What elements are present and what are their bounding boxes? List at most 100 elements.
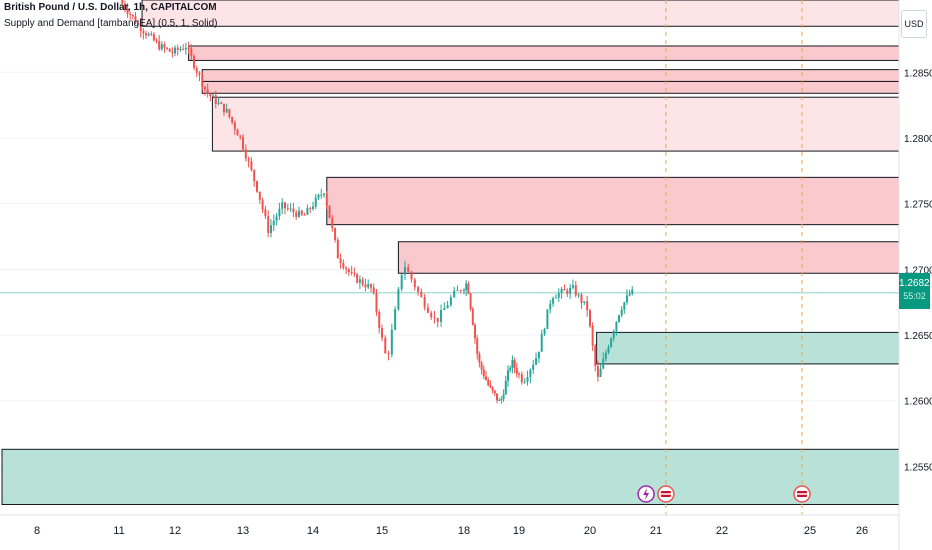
candle-body [489, 384, 492, 387]
supply-zone [326, 176, 900, 226]
x-tick-label: 19 [513, 525, 525, 537]
candle-body [350, 272, 353, 274]
candle-body [569, 287, 572, 294]
demand-zone [596, 331, 900, 365]
candle-body [239, 135, 242, 137]
candle-body [417, 287, 420, 292]
candle-body [314, 197, 317, 207]
candle-body [292, 208, 295, 213]
chart-title: British Pound / U.S. Dollar, 1h, CAPITAL… [4, 2, 217, 13]
candle-body [270, 225, 272, 233]
candle-body [145, 33, 148, 36]
candle-body [436, 317, 439, 322]
candle-body [400, 274, 403, 290]
candle-body [610, 338, 613, 347]
candle-body [126, 9, 129, 14]
candle-body [471, 308, 474, 325]
candle-body [543, 328, 546, 335]
candle-body [182, 48, 185, 50]
candle-body [158, 41, 161, 50]
candle-body [253, 169, 256, 182]
candle-body [552, 298, 555, 304]
x-tick-label: 12 [169, 525, 181, 537]
candle-body [228, 109, 231, 117]
candle-body [328, 205, 331, 219]
candle-body [474, 324, 476, 339]
candle-body [129, 13, 132, 15]
candle-body [236, 129, 239, 136]
candle-body [625, 295, 628, 303]
candle-body [407, 267, 410, 272]
candle-body [557, 292, 560, 298]
candle-body [312, 206, 314, 209]
candle-body [426, 307, 429, 313]
candle-body [139, 24, 142, 32]
candle-body [381, 328, 383, 338]
candle-body [554, 297, 557, 299]
candle-body [137, 23, 140, 25]
candle-body [504, 380, 507, 395]
candle-body [142, 31, 145, 34]
candle-body [430, 312, 433, 318]
candle-body [423, 296, 426, 308]
x-tick-label: 26 [856, 525, 868, 537]
candle-body [187, 47, 190, 49]
candle-body [361, 279, 364, 285]
candle-body [615, 321, 618, 332]
candle-body [599, 368, 602, 377]
candle-body [413, 279, 416, 288]
candle-body [233, 122, 236, 130]
candle-body [222, 103, 225, 113]
candle-body [463, 289, 465, 292]
candle-body [242, 136, 244, 150]
candle-body [155, 40, 158, 42]
candle-body [174, 47, 176, 54]
candle-body [284, 202, 286, 209]
x-tick-label: 22 [716, 525, 728, 537]
candle-body [325, 193, 328, 206]
last-price-tag: 1.26821 55:02 [899, 273, 932, 309]
lightning-glyph [643, 488, 650, 500]
candle-body [526, 377, 529, 382]
candle-body [176, 47, 179, 50]
candle-body [163, 44, 166, 48]
candle-body [244, 149, 247, 159]
candle-body [214, 95, 217, 104]
candle-body [209, 93, 212, 97]
demand-zone [1, 448, 900, 505]
candle-body [193, 56, 196, 69]
candle-body [203, 86, 206, 90]
candle-body [298, 210, 300, 217]
candle-body [160, 44, 163, 50]
supply-zone [397, 241, 900, 274]
candle-body [353, 272, 356, 275]
y-tick-label: 1.25500 [904, 462, 932, 473]
candle-body [523, 381, 526, 383]
candle-body [532, 364, 535, 370]
candle-body [498, 399, 501, 401]
candle-body [331, 218, 334, 229]
candle-body [420, 291, 423, 297]
candle-body [594, 345, 597, 367]
candle-body [397, 289, 400, 310]
candle-body [628, 293, 631, 296]
candle-body [166, 47, 169, 49]
candle-body [566, 290, 569, 294]
candle-body [496, 393, 498, 401]
candle-body [623, 302, 626, 310]
candle-body [563, 288, 566, 291]
x-tick-label: 13 [237, 525, 249, 537]
currency-button[interactable]: USD [901, 10, 927, 38]
candle-body [217, 102, 220, 104]
candle-body [618, 315, 621, 322]
candle-body [231, 116, 234, 123]
candle-body [446, 304, 449, 309]
candle-body [275, 216, 278, 221]
supply-zone [211, 96, 900, 152]
candle-body [607, 346, 610, 353]
candle-body [281, 202, 284, 209]
candle-body [323, 193, 326, 195]
candle-body [134, 16, 137, 24]
candle-body [403, 267, 406, 275]
